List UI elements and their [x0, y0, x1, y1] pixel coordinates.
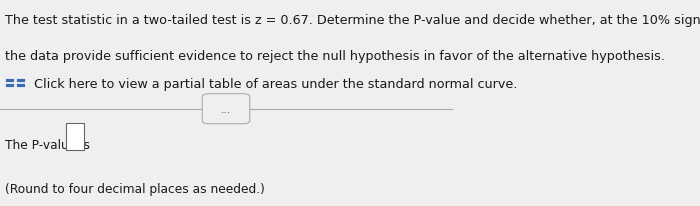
FancyBboxPatch shape	[202, 94, 250, 124]
Text: (Round to four decimal places as needed.): (Round to four decimal places as needed.…	[6, 182, 265, 195]
FancyBboxPatch shape	[16, 84, 25, 88]
FancyBboxPatch shape	[6, 79, 14, 83]
Text: The P-value is: The P-value is	[6, 138, 94, 151]
FancyBboxPatch shape	[66, 124, 83, 150]
Text: .: .	[85, 138, 89, 151]
FancyBboxPatch shape	[16, 79, 25, 83]
Text: Click here to view a partial table of areas under the standard normal curve.: Click here to view a partial table of ar…	[30, 78, 517, 91]
Text: The test statistic in a two-tailed test is z = 0.67. Determine the P-value and d: The test statistic in a two-tailed test …	[6, 14, 700, 27]
Text: the data provide sufficient evidence to reject the null hypothesis in favor of t: the data provide sufficient evidence to …	[6, 49, 666, 62]
FancyBboxPatch shape	[6, 84, 14, 88]
Text: ...: ...	[221, 104, 231, 114]
